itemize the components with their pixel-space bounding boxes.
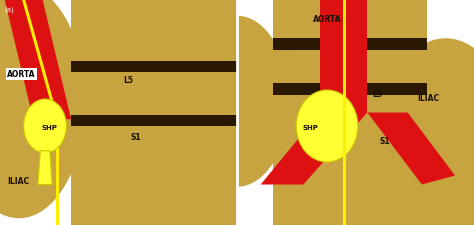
Ellipse shape xyxy=(185,16,289,187)
Polygon shape xyxy=(320,0,367,112)
Bar xyxy=(71,0,242,225)
Text: SHP: SHP xyxy=(42,125,58,131)
Text: L5: L5 xyxy=(372,90,382,99)
Polygon shape xyxy=(261,112,367,184)
Bar xyxy=(273,0,427,225)
Ellipse shape xyxy=(0,0,85,218)
Text: L5: L5 xyxy=(123,76,133,85)
Text: ILIAC: ILIAC xyxy=(7,178,29,187)
Polygon shape xyxy=(38,151,52,184)
Text: SHP: SHP xyxy=(302,125,319,131)
Text: S1: S1 xyxy=(130,133,141,142)
Polygon shape xyxy=(5,0,71,119)
Text: AORTA: AORTA xyxy=(7,70,36,79)
Bar xyxy=(71,61,242,72)
Text: (a): (a) xyxy=(5,7,15,13)
Ellipse shape xyxy=(379,38,474,225)
Ellipse shape xyxy=(24,99,66,153)
Polygon shape xyxy=(367,112,455,184)
Text: ILIAC: ILIAC xyxy=(417,94,439,103)
Text: (b): (b) xyxy=(242,7,252,13)
Bar xyxy=(71,115,242,126)
Bar xyxy=(273,83,427,94)
Ellipse shape xyxy=(296,90,358,162)
Text: S1: S1 xyxy=(379,137,390,146)
Bar xyxy=(273,38,427,50)
Text: AORTA: AORTA xyxy=(313,16,341,25)
